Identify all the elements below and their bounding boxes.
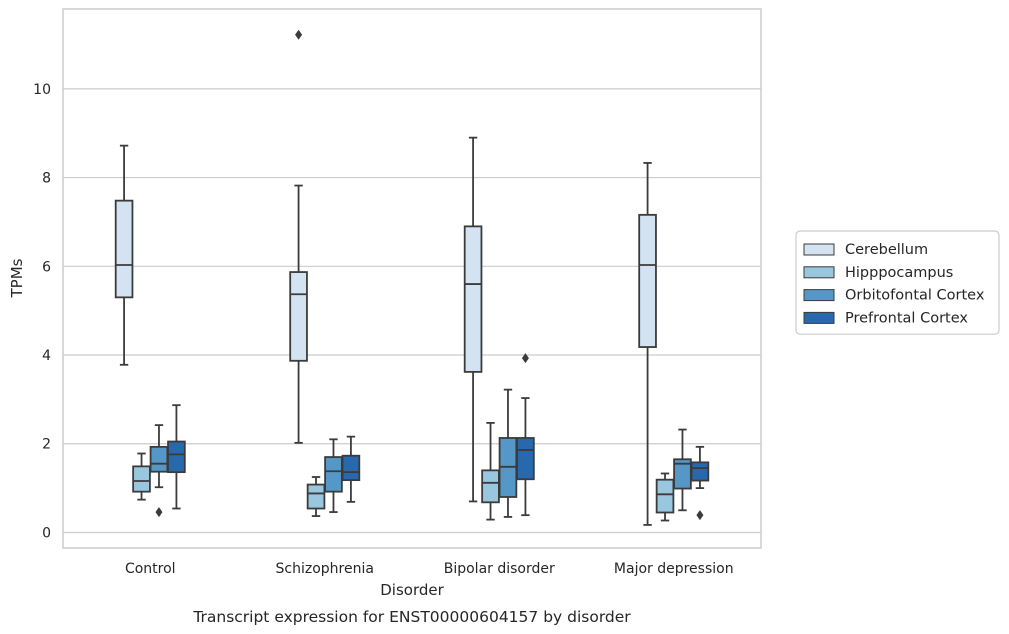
legend-swatch [803,311,835,324]
box-iqr [306,483,326,510]
legend-swatch [803,243,835,256]
box-iqr [481,469,500,504]
box-hipppocampus [655,472,675,522]
box-iqr [341,454,361,482]
boxes-layer [114,29,710,526]
box-orbitofontal-cortex [673,428,692,512]
box-orbitofontal-cortex [149,424,169,518]
legend-frame [795,230,1000,335]
box-cerebellum [114,144,134,366]
box-iqr [149,445,169,473]
legend-swatch [803,266,835,279]
box-prefrontal-cortex [516,353,535,517]
legend-label: Prefrontal Cortex [845,310,968,326]
box-iqr [114,199,134,299]
y-tick-label: 4 [42,348,51,364]
outlier-point [295,29,303,40]
box-hipppocampus [132,452,151,501]
y-axis-label: TPMs [8,258,26,298]
box-iqr [132,465,151,493]
box-cerebellum [638,162,657,526]
plot-frame [62,8,762,549]
legend: Cerebellum Hipppocampus Orbitofontal Corte… [795,230,1000,335]
box-iqr [655,478,675,514]
outlier-point [521,353,529,364]
y-tick-label: 6 [42,259,51,275]
box-hipppocampus [306,476,326,517]
box-iqr [167,440,186,474]
y-tick-labels: 0 2 4 6 8 10 [33,82,51,542]
y-tick-label: 2 [42,437,51,453]
box-iqr [516,437,535,481]
legend-label: Hipppocampus [845,265,953,281]
box-iqr [324,456,343,493]
x-tick-labels: Control Schizophrenia Bipolar disorder Majo… [125,561,734,577]
x-tick-label: Bipolar disorder [444,561,555,577]
x-tick-label: Major depression [614,561,734,577]
legend-swatch [803,289,835,302]
y-tick-label: 10 [33,82,51,98]
outlier-point [696,510,704,521]
box-iqr [638,213,657,348]
box-cerebellum [289,29,308,444]
box-prefrontal-cortex [167,404,186,510]
box-cerebellum [463,136,483,503]
box-prefrontal-cortex [690,445,710,521]
legend-label: Orbitofontal Cortex [845,288,985,304]
box-iqr [463,225,483,373]
box-orbitofontal-cortex [498,388,518,518]
box-hipppocampus [481,421,500,521]
box-iqr [690,461,710,482]
outlier-point [155,507,163,518]
legend-label: Cerebellum [845,242,928,258]
box-iqr [289,271,308,362]
y-tick-label: 0 [42,525,51,541]
box-orbitofontal-cortex [324,438,343,513]
x-tick-label: Schizophrenia [276,561,374,577]
x-tick-label: Control [125,561,176,577]
box-prefrontal-cortex [341,435,361,503]
y-tick-label: 8 [42,171,51,187]
chart-caption: Transcript expression for ENST0000060415… [192,608,631,626]
x-axis-label: Disorder [380,581,444,599]
